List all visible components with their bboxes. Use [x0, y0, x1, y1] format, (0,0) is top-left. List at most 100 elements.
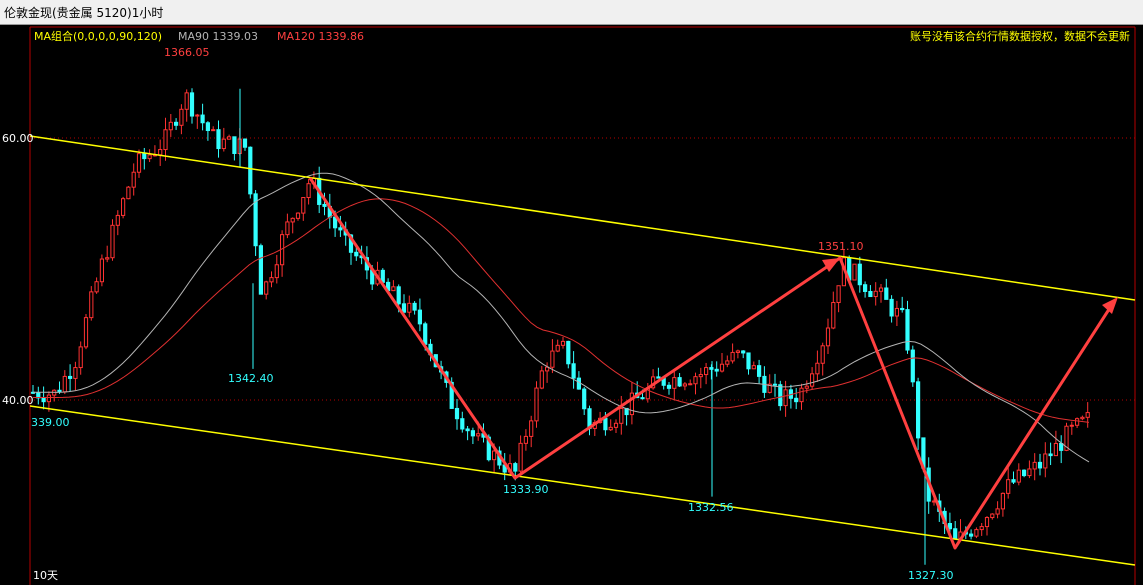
candle-body — [274, 264, 279, 279]
candle-body — [672, 377, 677, 389]
data-notice: 账号没有该合约行情数据授权，数据不会更新 — [910, 29, 1130, 43]
candle-body — [534, 387, 539, 422]
candle-body — [629, 392, 634, 416]
candle-body — [741, 350, 746, 354]
candle-body — [878, 287, 884, 292]
candle-body — [338, 227, 343, 231]
candle-body — [78, 346, 83, 369]
candle-body — [1053, 442, 1059, 457]
candle-body — [348, 234, 354, 253]
candle-body — [995, 508, 1000, 515]
candle-body — [46, 394, 51, 403]
candle-body — [131, 171, 136, 188]
candle-body — [232, 136, 237, 154]
candle-body — [831, 302, 836, 329]
candle-body — [163, 129, 168, 151]
annotation-low-1333: 1333.90 — [503, 483, 549, 496]
candle-body — [905, 309, 910, 351]
candle-body — [1016, 469, 1021, 483]
candle-body — [412, 302, 417, 311]
candle-body — [613, 422, 619, 428]
candle-body — [825, 327, 831, 347]
candle-body — [1000, 492, 1005, 510]
candle-body — [290, 217, 295, 223]
candle-body — [852, 263, 857, 281]
candle-body — [820, 345, 825, 364]
candle-body — [1011, 479, 1016, 483]
candle-body — [195, 114, 200, 117]
candle-body — [571, 363, 576, 379]
candle-body — [688, 383, 693, 386]
candle-body — [974, 529, 979, 537]
candle-body — [518, 442, 523, 472]
candle-body — [465, 428, 470, 432]
candle-body — [264, 281, 269, 295]
candle-body — [513, 463, 518, 472]
candle-body — [179, 108, 184, 126]
candle-body — [136, 153, 142, 173]
candle-body — [401, 303, 407, 313]
candle-body — [704, 367, 709, 376]
candle-body — [168, 121, 173, 131]
ma120-line — [33, 198, 1090, 423]
candle-body — [407, 302, 412, 313]
candle-body — [555, 344, 560, 352]
annotation-low-1339: 339.00 — [31, 416, 70, 429]
candle-body — [916, 381, 921, 439]
candle-body — [460, 418, 465, 430]
candle-body — [969, 533, 974, 537]
candle-body — [566, 340, 571, 365]
candle-body — [757, 365, 762, 377]
candle-body — [68, 375, 73, 379]
candle-body — [258, 245, 263, 295]
arrow-head-1 — [822, 258, 840, 272]
candle-body — [560, 340, 566, 346]
candle-body — [200, 114, 205, 124]
candle-body — [115, 214, 120, 226]
candle-body — [189, 92, 195, 117]
candle-body — [174, 121, 179, 126]
candle-body — [449, 381, 454, 409]
candle-body — [836, 285, 841, 304]
candle-body — [608, 426, 613, 431]
candle-body — [550, 350, 555, 368]
candle-body — [693, 376, 698, 385]
candle-body — [242, 138, 248, 148]
candle-body — [1037, 461, 1043, 469]
candle-body — [184, 92, 189, 110]
candle-body — [545, 366, 550, 372]
candle-body — [751, 365, 756, 370]
candle-body — [1032, 461, 1037, 470]
candle-body — [576, 377, 581, 390]
channel-upper-line — [29, 135, 1136, 301]
candle-body — [269, 277, 274, 283]
y-tick-lower: 40.00 — [2, 394, 34, 407]
window-titlebar: 伦敦金现(贵金属 5120)1小时 — [0, 0, 1143, 25]
candle-body — [1048, 453, 1053, 457]
candle-body — [396, 286, 401, 305]
candle-body — [640, 397, 645, 400]
candle-body — [947, 522, 952, 530]
candle-body — [889, 298, 894, 317]
candle-body — [730, 351, 735, 362]
candle-body — [894, 307, 899, 317]
y-tick-upper: 60.00 — [2, 132, 34, 145]
candle-body — [83, 317, 89, 348]
arrow-head-2 — [1102, 297, 1118, 314]
candle-body — [778, 384, 783, 407]
candle-body — [94, 281, 99, 293]
candle-body — [1085, 412, 1090, 418]
candle-body — [1006, 479, 1011, 494]
candlestick-chart[interactable]: 60.00 40.00 MA组合(0,0,0,0,90,120) MA90 13… — [0, 25, 1143, 585]
annotation-low-1342: 1342.40 — [228, 372, 274, 385]
candle-body — [884, 287, 889, 300]
candle-body — [147, 154, 152, 160]
candle-body — [158, 149, 163, 156]
candle-body — [719, 363, 725, 372]
candle-body — [99, 258, 105, 283]
candle-body — [767, 383, 772, 393]
candle-body — [476, 433, 481, 437]
candle-body — [709, 367, 714, 370]
candle-body — [121, 198, 126, 216]
ma90-line — [33, 172, 1090, 463]
